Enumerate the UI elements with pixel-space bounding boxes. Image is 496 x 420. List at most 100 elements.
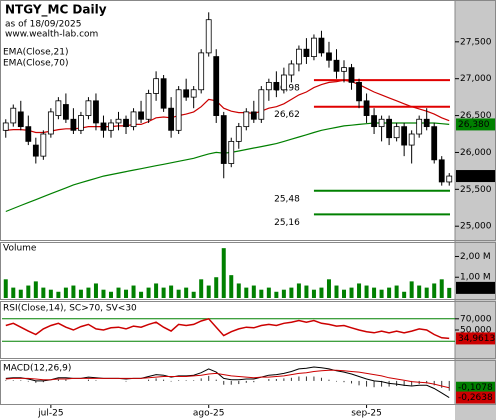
- candle-body: [220, 115, 227, 164]
- volume-bar: [402, 291, 407, 298]
- volume-bar: [41, 287, 46, 298]
- volume-bar: [372, 287, 377, 298]
- volume-bar: [364, 285, 369, 298]
- volume-bar: [71, 285, 76, 298]
- candle-body: [363, 100, 370, 116]
- source: www.wealth-lab.com: [5, 30, 98, 40]
- panel-title: MACD(12,26,9): [3, 364, 71, 374]
- volume-bar: [56, 291, 61, 298]
- candle-body: [423, 118, 430, 128]
- candle-body: [115, 118, 122, 124]
- candle-body: [47, 111, 54, 135]
- volume-bar: [244, 287, 249, 298]
- x-tick-label: jul-25: [37, 409, 63, 419]
- volume-bar: [447, 287, 452, 298]
- panel-title: Volume: [3, 244, 37, 254]
- volume-bar: [3, 279, 8, 298]
- volume-bar: [379, 289, 384, 298]
- volume-bar: [304, 285, 309, 298]
- volume-bar: [18, 289, 23, 298]
- volume-bar: [251, 285, 256, 298]
- value-label-box: [456, 170, 495, 183]
- volume-bar: [236, 283, 241, 298]
- candle-body: [55, 100, 62, 116]
- y-tick-label: 1,00 M: [460, 273, 491, 283]
- candle-body: [123, 118, 129, 128]
- volume-bar: [78, 289, 83, 298]
- value-label: -0,1078: [458, 383, 493, 393]
- candle-body: [408, 133, 415, 146]
- candle-body: [100, 122, 107, 131]
- volume-bar: [394, 285, 399, 298]
- volume-bar: [439, 279, 444, 298]
- candle-body: [85, 100, 92, 116]
- legend-entry: EMA(Close,21): [3, 48, 68, 58]
- level-label: 26,98: [274, 84, 300, 94]
- candle-body: [265, 81, 272, 91]
- volume-bar: [334, 285, 339, 298]
- volume-bar: [139, 291, 144, 298]
- value-label: 25,680: [458, 172, 490, 182]
- value-label: -0,2638: [458, 393, 493, 403]
- volume-bar: [199, 279, 204, 298]
- panel-title: RSI(Close,14), SC>70, SV<30: [3, 304, 137, 314]
- candle-body: [138, 111, 144, 120]
- candle-body: [243, 111, 250, 128]
- candle-body: [175, 89, 182, 131]
- volume-bar: [191, 291, 196, 298]
- volume-bar: [11, 287, 16, 298]
- candle-body: [318, 37, 325, 54]
- volume-bar: [296, 283, 301, 298]
- volume-bar: [319, 287, 324, 298]
- candle-body: [40, 133, 47, 157]
- volume-bar: [326, 279, 331, 298]
- candle-body: [190, 89, 197, 98]
- volume-bar: [86, 287, 91, 298]
- candle-body: [438, 159, 445, 183]
- candle-body: [183, 89, 190, 98]
- candle-body: [296, 48, 302, 65]
- candle-body: [25, 126, 32, 142]
- candle-body: [168, 107, 175, 131]
- candle-body: [446, 175, 453, 183]
- value-label-box: [456, 332, 495, 345]
- volume-bar: [387, 287, 392, 298]
- rsi-line: [5, 317, 450, 340]
- candle-body: [333, 59, 340, 72]
- candle-body: [93, 100, 99, 124]
- value-label-box: [456, 391, 495, 404]
- volume-bar: [161, 287, 166, 298]
- candle-body: [416, 118, 423, 135]
- volume-bar: [206, 285, 211, 298]
- volume-bar: [357, 283, 362, 298]
- x-tick-label: ago-25: [193, 409, 225, 419]
- candle-body: [130, 111, 137, 128]
- y-tick-label: 26,000: [460, 148, 492, 158]
- candle-body: [386, 118, 393, 139]
- y-tick-label: 25,000: [460, 222, 492, 232]
- candle-body: [108, 122, 114, 131]
- candle-body: [288, 63, 295, 76]
- volume-bar: [124, 289, 129, 298]
- candle-body: [205, 19, 212, 54]
- candle-body: [341, 67, 347, 72]
- volume-bar: [93, 283, 98, 298]
- volume-bar: [154, 283, 159, 298]
- candle-body: [153, 78, 159, 94]
- y-tick-label: 70,000: [460, 314, 492, 324]
- volume-bar: [342, 289, 347, 298]
- candle-body: [326, 52, 332, 61]
- volume-bar: [274, 291, 279, 298]
- candle-body: [258, 89, 265, 120]
- candle-body: [145, 93, 152, 120]
- volume-bar: [281, 289, 286, 298]
- volume-bar: [289, 287, 294, 298]
- value-label-box: [456, 381, 495, 394]
- candle-body: [280, 74, 287, 91]
- ema-line: [5, 122, 450, 213]
- x-tick-label: sep-25: [351, 409, 382, 419]
- volume-bar: [176, 289, 181, 298]
- y-tick-label: 50,000: [460, 326, 492, 336]
- volume-bar: [432, 283, 437, 298]
